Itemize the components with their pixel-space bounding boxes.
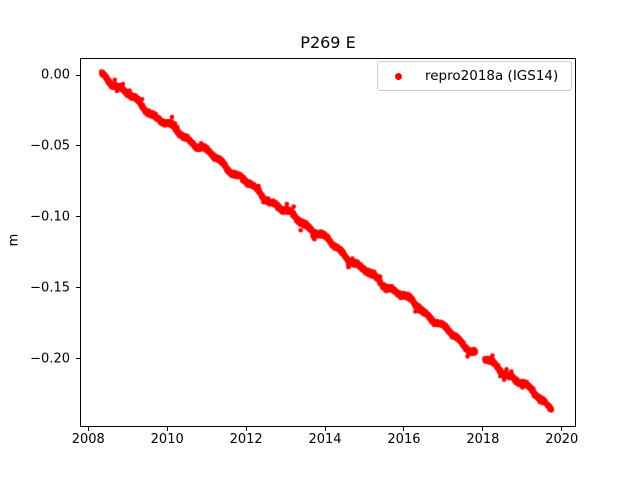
y-tick-label: −0.05 bbox=[30, 138, 70, 154]
x-tick-label: 2018 bbox=[466, 432, 500, 447]
x-tick-label: 2016 bbox=[387, 432, 421, 447]
y-tick-mark bbox=[76, 145, 80, 147]
x-tick-label: 2012 bbox=[229, 432, 263, 447]
y-tick-label: 0.00 bbox=[41, 67, 70, 83]
x-tick-label: 2010 bbox=[150, 432, 184, 447]
y-axis-label: m bbox=[6, 233, 22, 247]
x-tick-mark bbox=[245, 427, 247, 431]
y-tick-label: −0.20 bbox=[30, 351, 70, 367]
x-tick-mark bbox=[403, 427, 405, 431]
y-tick-mark bbox=[76, 216, 80, 218]
y-tick-mark bbox=[76, 358, 80, 360]
plot-area bbox=[80, 58, 576, 427]
x-tick-mark bbox=[166, 427, 168, 431]
x-tick-label: 2008 bbox=[71, 432, 105, 447]
x-tick-mark bbox=[87, 427, 89, 431]
x-tick-label: 2014 bbox=[308, 432, 342, 447]
y-tick-mark bbox=[76, 287, 80, 289]
y-tick-label: −0.10 bbox=[30, 209, 70, 225]
x-tick-mark bbox=[482, 427, 484, 431]
y-tick-label: −0.15 bbox=[30, 280, 70, 296]
legend-entry-label: repro2018a (IGS14) bbox=[425, 68, 559, 84]
y-tick-mark bbox=[76, 74, 80, 76]
x-tick-mark bbox=[324, 427, 326, 431]
chart-title: P269 E bbox=[300, 33, 356, 52]
legend-marker-dot-icon bbox=[395, 72, 402, 80]
x-tick-label: 2020 bbox=[545, 432, 579, 447]
legend: repro2018a (IGS14) bbox=[377, 61, 572, 91]
x-tick-mark bbox=[561, 427, 563, 431]
scatter-series-canvas bbox=[80, 58, 576, 427]
